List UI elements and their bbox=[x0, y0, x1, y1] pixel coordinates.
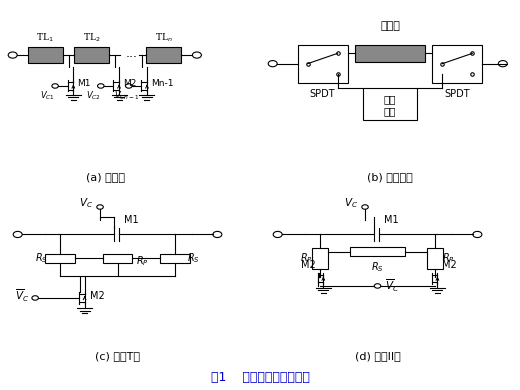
Text: (d) 开关II型: (d) 开关II型 bbox=[355, 351, 400, 361]
Text: (a) 分布式: (a) 分布式 bbox=[85, 172, 125, 182]
Bar bbox=[355, 45, 425, 62]
Text: $\overline{V}_C$: $\overline{V}_C$ bbox=[385, 278, 399, 294]
Bar bbox=[297, 45, 347, 83]
Text: 网络: 网络 bbox=[384, 106, 396, 116]
Text: TL$_n$: TL$_n$ bbox=[155, 32, 173, 44]
Text: ...: ... bbox=[125, 47, 137, 60]
Text: SPDT: SPDT bbox=[445, 89, 470, 99]
Text: SPDT: SPDT bbox=[310, 89, 335, 99]
Bar bbox=[312, 248, 328, 269]
Text: M1: M1 bbox=[77, 79, 91, 88]
Text: 图1    典型衰减器拓扑结构: 图1 典型衰减器拓扑结构 bbox=[211, 371, 309, 384]
Bar bbox=[102, 254, 133, 263]
Text: $R_S$: $R_S$ bbox=[35, 252, 48, 265]
Bar bbox=[45, 254, 75, 263]
Text: $V_{C1}$: $V_{C1}$ bbox=[40, 89, 55, 102]
Bar bbox=[160, 254, 190, 263]
Text: (b) 开关选通: (b) 开关选通 bbox=[367, 172, 413, 182]
Bar bbox=[433, 45, 483, 83]
Bar bbox=[362, 88, 418, 120]
Bar bbox=[28, 47, 62, 63]
Text: $R_S$: $R_S$ bbox=[371, 260, 384, 274]
Text: $R_P$: $R_P$ bbox=[136, 254, 149, 268]
Text: 传输线: 传输线 bbox=[380, 21, 400, 31]
Bar bbox=[350, 247, 405, 256]
Text: $R_P$: $R_P$ bbox=[442, 252, 455, 265]
Text: TL$_1$: TL$_1$ bbox=[36, 32, 54, 44]
Text: $R_P$: $R_P$ bbox=[300, 252, 313, 265]
Bar bbox=[146, 47, 181, 63]
Text: TL$_2$: TL$_2$ bbox=[83, 32, 100, 44]
Text: (c) 开关T型: (c) 开关T型 bbox=[95, 351, 140, 361]
Text: M1: M1 bbox=[124, 215, 139, 225]
Bar bbox=[74, 47, 109, 63]
Text: $V_{C2}$: $V_{C2}$ bbox=[86, 89, 101, 102]
Text: 衰减: 衰减 bbox=[384, 94, 396, 104]
Text: $V_C$: $V_C$ bbox=[79, 197, 93, 211]
Text: M2: M2 bbox=[301, 260, 316, 270]
Text: $R_S$: $R_S$ bbox=[187, 252, 200, 265]
Text: $\overline{V}_C$: $\overline{V}_C$ bbox=[15, 288, 30, 305]
Bar bbox=[427, 248, 443, 269]
Text: M2: M2 bbox=[123, 79, 137, 88]
Text: M1: M1 bbox=[384, 215, 399, 225]
Text: $V_C$: $V_C$ bbox=[344, 197, 358, 211]
Text: $V_{Cn-1}$: $V_{Cn-1}$ bbox=[114, 89, 140, 102]
Text: M2: M2 bbox=[89, 291, 105, 301]
Text: M2: M2 bbox=[443, 260, 457, 270]
Text: Mn-1: Mn-1 bbox=[151, 79, 174, 88]
